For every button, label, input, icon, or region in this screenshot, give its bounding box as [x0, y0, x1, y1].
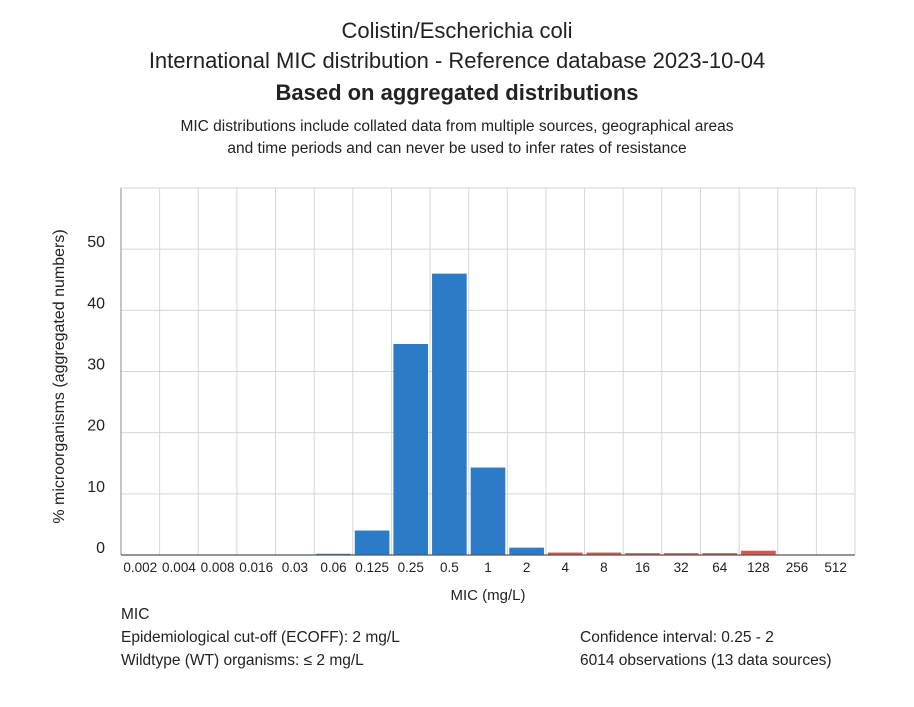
x-tick-label-32: 32: [674, 560, 689, 575]
x-tick-label-0.004: 0.004: [162, 560, 196, 575]
bar-128: [741, 550, 776, 555]
bar-0.06: [316, 553, 351, 555]
footer-observations: 6014 observations (13 data sources): [580, 652, 832, 669]
chart-title: Colistin/Escherichia coli: [341, 18, 573, 43]
x-tick-label-2: 2: [523, 560, 531, 575]
bar-64: [702, 553, 738, 555]
chart-note-line1: MIC distributions include collated data …: [180, 118, 734, 135]
chart-heading: Based on aggregated distributions: [275, 80, 639, 105]
x-tick-label-8: 8: [600, 560, 608, 575]
bar-2: [509, 547, 544, 555]
footer-ecoff: Epidemiological cut-off (ECOFF): 2 mg/L: [121, 629, 400, 646]
x-tick-label-0.008: 0.008: [201, 560, 235, 575]
y-tick-label-40: 40: [87, 295, 105, 312]
x-tick-label-128: 128: [747, 560, 770, 575]
bar-0.125: [354, 530, 390, 555]
x-tick-label-0.125: 0.125: [355, 560, 389, 575]
bar-32: [663, 553, 699, 555]
chart-subtitle: International MIC distribution - Referen…: [148, 48, 766, 73]
y-axis-label: % microorganisms (aggregated numbers): [51, 229, 68, 523]
x-tick-label-16: 16: [635, 560, 650, 575]
x-tick-label-0.25: 0.25: [398, 560, 424, 575]
y-tick-label-50: 50: [87, 234, 105, 251]
y-tick-label-20: 20: [87, 418, 105, 435]
x-tick-label-4: 4: [562, 560, 570, 575]
x-tick-label-0.002: 0.002: [123, 560, 157, 575]
bar-0.25: [393, 343, 429, 555]
bar-8: [586, 552, 622, 555]
footer-confidence: Confidence interval: 0.25 - 2: [580, 629, 774, 646]
bar-16: [625, 553, 660, 555]
x-tick-label-256: 256: [786, 560, 809, 575]
footer-wildtype: Wildtype (WT) organisms: ≤ 2 mg/L: [121, 652, 364, 669]
bar-0.5: [432, 273, 467, 555]
x-axis-label: MIC (mg/L): [451, 587, 526, 604]
y-tick-label-0: 0: [96, 540, 105, 557]
mic-histogram: 0 10 20 30 40 50 0.002 0.004 0.008 0.016 0.03 0.06 0…: [51, 187, 856, 604]
x-tick-label-512: 512: [824, 560, 847, 575]
x-tick-label-0.06: 0.06: [320, 560, 346, 575]
footer-mic-label: MIC: [121, 606, 150, 623]
x-tick-label-64: 64: [712, 560, 728, 575]
x-tick-label-0.5: 0.5: [440, 560, 459, 575]
bar-4: [547, 552, 583, 555]
x-tick-label-1: 1: [484, 560, 492, 575]
chart-note-line2: and time periods and can never be used t…: [227, 140, 687, 157]
x-tick-label-0.016: 0.016: [239, 560, 273, 575]
x-tick-label-0.03: 0.03: [282, 560, 308, 575]
y-tick-label-30: 30: [87, 357, 105, 374]
y-tick-label-10: 10: [87, 479, 105, 496]
bar-1: [470, 467, 506, 555]
